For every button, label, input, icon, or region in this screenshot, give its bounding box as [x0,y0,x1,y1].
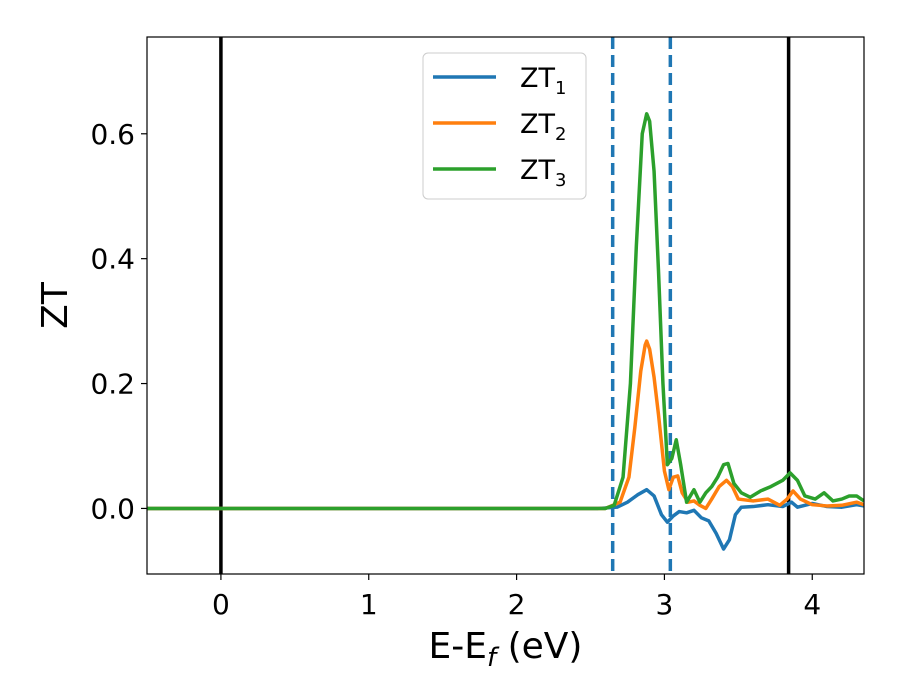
plot-frame [146,36,865,575]
y-tick-label: 0.0 [90,492,135,525]
x-axis-title: E-Ef (eV) [429,626,583,673]
x-tick-label: 2 [508,588,526,621]
y-tick-label: 0.4 [90,243,135,276]
legend: ZT1 ZT2 ZT3 [422,52,587,200]
y-tick-label: 0.6 [90,118,135,151]
series-line-zt2 [147,339,864,511]
x-tick-label: 1 [360,588,378,621]
series-line-zt1 [147,487,864,551]
x-axis: 0 1 2 3 4 [212,574,821,621]
series-line-zt3 [147,112,864,511]
x-tick-label: 3 [656,588,674,621]
plot-content [147,37,864,574]
legend-label-zt1: ZT1 [520,63,566,99]
y-tick-label: 0.2 [90,368,135,401]
y-axis: 0.0 0.2 0.4 0.6 [90,118,147,525]
y-axis-title: ZT [35,281,76,329]
x-tick-label: 4 [803,588,821,621]
x-tick-label: 0 [212,588,230,621]
legend-box [422,52,587,200]
legend-label-zt3: ZT3 [520,155,566,191]
legend-label-zt2: ZT2 [520,109,566,145]
